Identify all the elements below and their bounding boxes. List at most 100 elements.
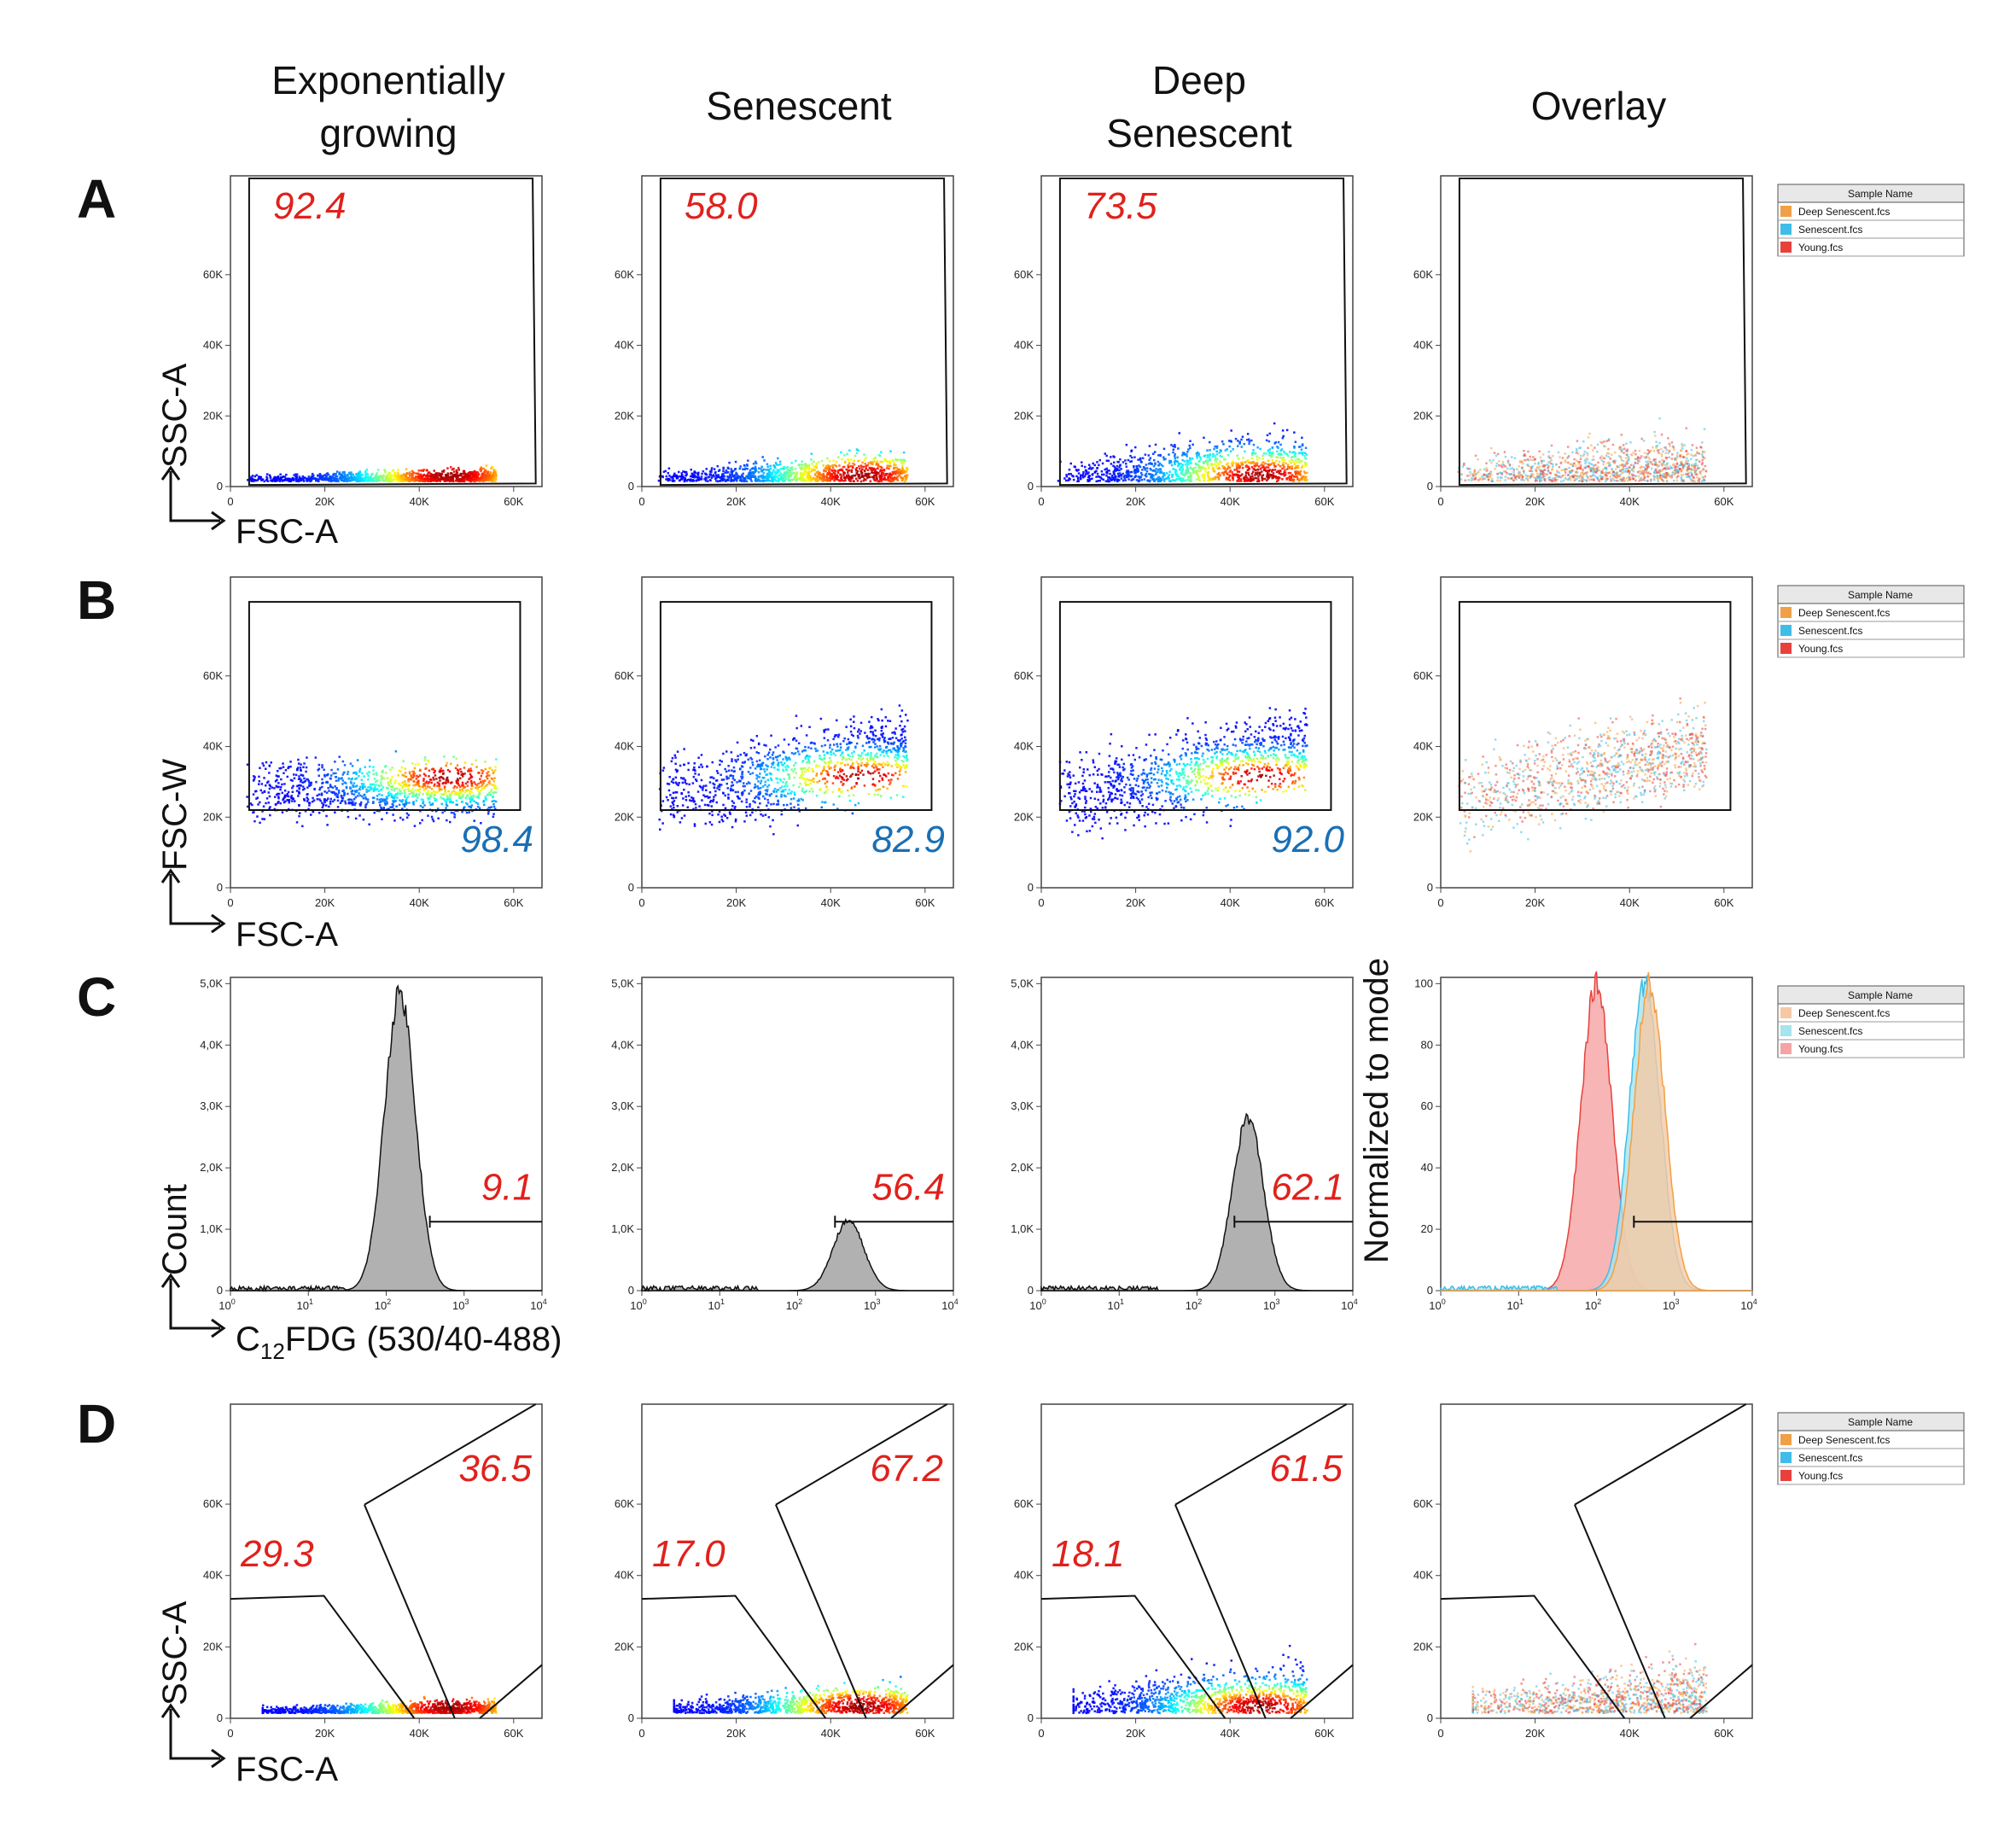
event-dot xyxy=(455,475,457,477)
event-dot xyxy=(1178,478,1180,481)
event-dot xyxy=(1240,446,1243,448)
event-dot xyxy=(1646,453,1649,456)
event-dot xyxy=(690,475,692,478)
event-dot xyxy=(807,465,811,468)
event-dot xyxy=(427,480,430,483)
event-dot xyxy=(1692,480,1695,482)
event-dot xyxy=(457,466,460,469)
event-dot xyxy=(1303,477,1306,481)
event-dot xyxy=(1676,471,1679,475)
event-dot xyxy=(353,793,356,796)
event-dot xyxy=(832,471,835,474)
event-dot xyxy=(787,474,790,476)
event-dot xyxy=(1301,452,1304,454)
event-dot xyxy=(702,470,705,473)
event-dot xyxy=(736,480,738,482)
event-dot xyxy=(823,475,825,477)
event-dot xyxy=(894,464,897,466)
event-dot xyxy=(255,474,258,476)
event-dot xyxy=(771,478,774,481)
event-dot xyxy=(857,475,859,478)
event-dot xyxy=(280,767,283,770)
event-dot xyxy=(1582,479,1586,481)
event-dot xyxy=(1293,453,1296,457)
event-dot xyxy=(451,475,454,477)
event-dot xyxy=(1678,464,1681,467)
event-dot xyxy=(1653,470,1656,473)
event-dot xyxy=(846,475,848,479)
event-dot xyxy=(686,478,690,481)
event-dot xyxy=(905,477,908,481)
event-dot xyxy=(1221,440,1224,443)
event-dot xyxy=(795,459,797,463)
event-dot xyxy=(1605,440,1608,442)
column-title-0: Exponentially xyxy=(271,58,505,102)
event-dot xyxy=(1702,468,1704,470)
event-dot xyxy=(883,477,886,481)
event-dot xyxy=(816,480,819,483)
event-dot xyxy=(741,480,743,482)
event-dot xyxy=(1520,478,1523,481)
event-dot xyxy=(1266,479,1268,482)
event-dot xyxy=(1518,465,1520,468)
event-dot xyxy=(1682,480,1685,482)
event-dot xyxy=(473,781,475,784)
event-dot xyxy=(1281,467,1284,470)
event-dot xyxy=(259,475,262,479)
event-dot xyxy=(881,473,883,476)
event-dot xyxy=(473,472,475,475)
event-dot xyxy=(1544,478,1547,481)
event-dot xyxy=(1593,466,1595,469)
event-dot xyxy=(1624,463,1628,465)
event-dot xyxy=(417,475,420,478)
event-dot xyxy=(492,473,495,476)
event-dot xyxy=(874,469,877,472)
event-dot xyxy=(842,471,846,474)
event-dot xyxy=(1209,449,1211,452)
event-dot xyxy=(1527,458,1530,462)
event-dot xyxy=(1110,463,1113,465)
event-dot xyxy=(354,778,357,780)
event-dot xyxy=(883,459,887,462)
event-dot xyxy=(1268,464,1271,466)
event-dot xyxy=(469,793,471,796)
event-dot xyxy=(1271,469,1273,471)
event-dot xyxy=(1176,456,1179,459)
event-dot xyxy=(903,480,906,483)
event-dot xyxy=(769,480,772,482)
event-dot xyxy=(1159,471,1162,474)
event-dot xyxy=(1220,450,1222,452)
event-dot xyxy=(297,762,300,765)
event-dot xyxy=(1631,473,1634,476)
event-dot xyxy=(487,477,490,480)
event-dot xyxy=(403,473,405,476)
event-dot xyxy=(769,464,772,468)
event-dot xyxy=(889,464,892,468)
event-dot xyxy=(1232,460,1234,463)
event-dot xyxy=(1127,469,1130,472)
event-dot xyxy=(309,480,312,483)
event-dot xyxy=(815,463,818,466)
event-dot xyxy=(784,475,786,479)
event-dot xyxy=(1275,470,1279,474)
event-dot xyxy=(463,476,466,479)
event-dot xyxy=(1100,477,1104,481)
event-dot xyxy=(1243,480,1246,482)
event-dot xyxy=(405,812,409,815)
event-dot xyxy=(1682,464,1686,466)
event-dot xyxy=(364,785,366,788)
event-dot xyxy=(1116,469,1120,471)
event-dot xyxy=(719,480,721,482)
event-dot xyxy=(1485,467,1489,469)
event-dot xyxy=(1092,462,1094,465)
event-dot xyxy=(1260,464,1263,466)
event-dot xyxy=(841,478,843,481)
event-dot xyxy=(1261,474,1265,476)
event-dot xyxy=(494,480,497,482)
event-dot xyxy=(1599,470,1603,473)
event-dot xyxy=(1547,469,1550,473)
event-dot xyxy=(448,801,452,803)
column-title-3: Overlay xyxy=(1531,84,1666,128)
event-dot xyxy=(865,465,867,468)
plot-frame xyxy=(230,576,543,889)
